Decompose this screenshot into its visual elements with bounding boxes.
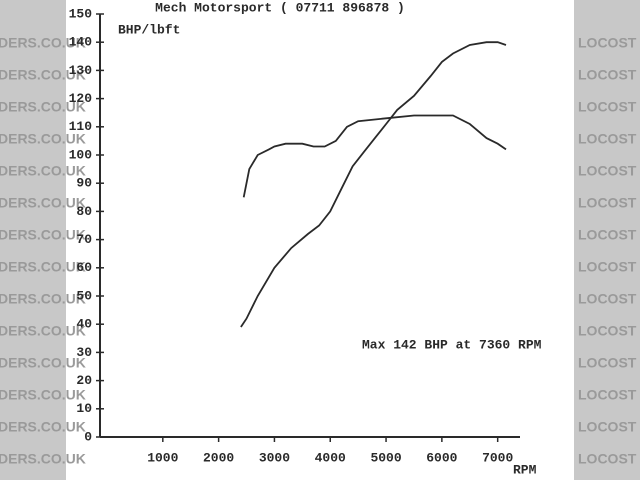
- watermark-text: DERS.CO.UK: [0, 99, 86, 115]
- watermark-text: LOCOST: [578, 291, 637, 307]
- watermark-text: LOCOST: [578, 67, 637, 83]
- watermark-text: DERS.CO.UK: [0, 35, 86, 51]
- watermark-text: LOCOST: [578, 323, 637, 339]
- watermark-text: DERS.CO.UK: [0, 419, 86, 435]
- x-axis-label: RPM: [513, 462, 537, 477]
- watermark-text: LOCOST: [578, 259, 637, 275]
- y-tick-label: 80: [76, 204, 92, 219]
- x-tick-label: 4000: [315, 450, 346, 465]
- x-tick-label: 1000: [147, 450, 178, 465]
- y-tick-label: 120: [69, 91, 93, 106]
- annotation: Max 142 BHP at 7360 RPM: [362, 337, 542, 352]
- watermark-text: LOCOST: [578, 451, 637, 467]
- watermark-text: LOCOST: [578, 35, 637, 51]
- y-tick-label: 130: [69, 63, 93, 78]
- watermark-text: DERS.CO.UK: [0, 131, 86, 147]
- paper: [66, 0, 574, 480]
- x-tick-label: 2000: [203, 450, 234, 465]
- y-tick-label: 10: [76, 401, 92, 416]
- chart-title: Mech Motorsport ( 07711 896878 ): [155, 0, 405, 15]
- watermark-text: LOCOST: [578, 227, 637, 243]
- x-tick-label: 3000: [259, 450, 290, 465]
- y-tick-label: 140: [69, 35, 93, 50]
- y-tick-label: 70: [76, 232, 92, 247]
- y-tick-label: 150: [69, 6, 93, 21]
- watermark-text: DERS.CO.UK: [0, 355, 86, 371]
- line: [240, 41, 507, 328]
- watermark-text: DERS.CO.UK: [0, 323, 86, 339]
- y-tick-label: 110: [69, 119, 93, 134]
- y-tick-label: 100: [69, 147, 93, 162]
- y-tick-label: 60: [76, 260, 92, 275]
- watermark-text: DERS.CO.UK: [0, 163, 86, 179]
- watermark-text: DERS.CO.UK: [0, 451, 86, 467]
- watermark-text: LOCOST: [578, 131, 637, 147]
- y-tick-label: 20: [76, 373, 92, 388]
- watermark-text: DERS.CO.UK: [0, 67, 86, 83]
- watermark-text: DERS.CO.UK: [0, 387, 86, 403]
- watermark-text: LOCOST: [578, 99, 637, 115]
- watermark-text: LOCOST: [578, 387, 637, 403]
- y-tick-label: 30: [76, 345, 92, 360]
- watermarks: DERS.CO.UK LOCOST DERS.CO.UK LOCOST DERS.CO.…: [0, 35, 637, 467]
- y-axis-label: BHP/lbft: [118, 22, 180, 37]
- x-tick-label: 6000: [426, 450, 457, 465]
- watermark-text: LOCOST: [578, 163, 637, 179]
- watermark-text: DERS.CO.UK: [0, 291, 86, 307]
- line: [242, 114, 507, 198]
- y-tick-label: 90: [76, 176, 92, 191]
- y-tick-label: 50: [76, 288, 92, 303]
- y-tick-label: 0: [84, 429, 92, 444]
- x-tick-label: 5000: [370, 450, 401, 465]
- y-tick-label: 40: [76, 317, 92, 332]
- watermark-text: LOCOST: [578, 419, 637, 435]
- watermark-text: DERS.CO.UK: [0, 227, 86, 243]
- watermark-text: DERS.CO.UK: [0, 195, 86, 211]
- watermark-text: LOCOST: [578, 195, 637, 211]
- watermark-text: LOCOST: [578, 355, 637, 371]
- watermark-text: DERS.CO.UK: [0, 259, 86, 275]
- x-tick-label: 7000: [482, 450, 513, 465]
